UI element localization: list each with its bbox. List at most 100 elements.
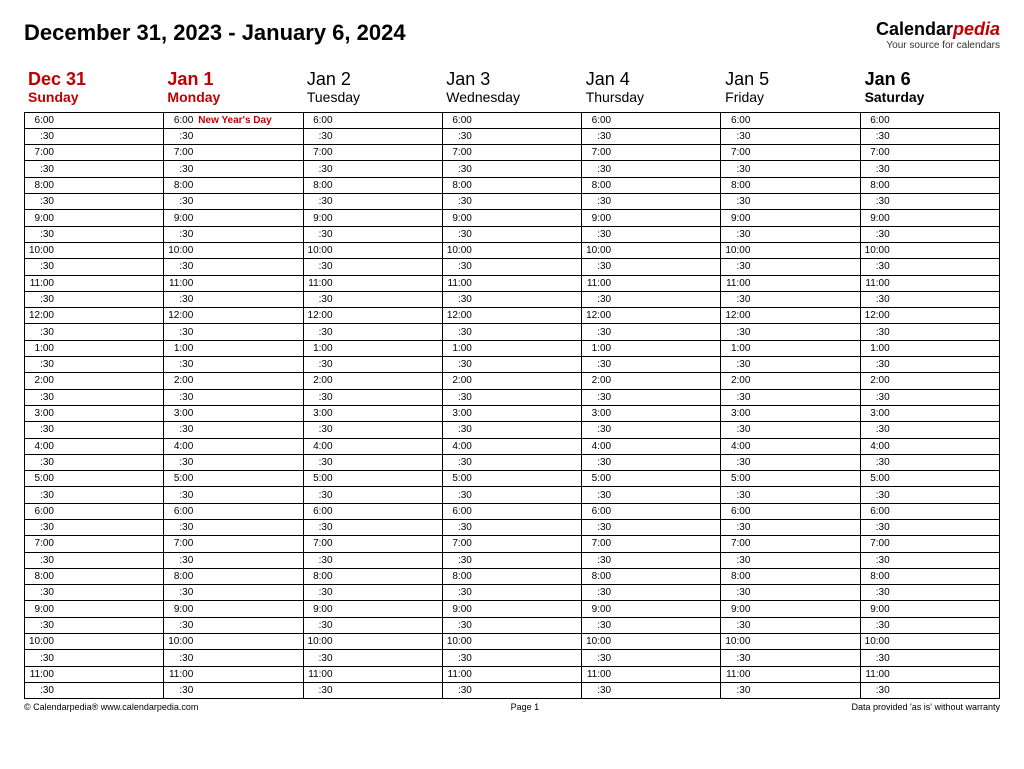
time-cell[interactable]: 7:00 (442, 145, 581, 161)
time-cell[interactable]: :30 (582, 161, 721, 177)
time-cell[interactable]: :30 (25, 194, 164, 210)
time-cell[interactable]: :30 (442, 161, 581, 177)
time-cell[interactable]: :30 (25, 389, 164, 405)
time-cell[interactable]: 11:00 (721, 666, 860, 682)
time-cell[interactable]: :30 (860, 357, 999, 373)
time-cell[interactable]: 11:00 (442, 275, 581, 291)
time-cell[interactable]: :30 (25, 226, 164, 242)
time-cell[interactable]: 8:00 (164, 177, 303, 193)
time-cell[interactable]: 11:00 (303, 275, 442, 291)
time-cell[interactable]: 1:00 (25, 340, 164, 356)
time-cell[interactable]: :30 (860, 552, 999, 568)
time-cell[interactable]: 10:00 (303, 242, 442, 258)
time-cell[interactable]: 10:00 (582, 242, 721, 258)
time-cell[interactable]: :30 (164, 357, 303, 373)
time-cell[interactable]: :30 (582, 324, 721, 340)
time-cell[interactable]: 12:00 (442, 308, 581, 324)
time-cell[interactable]: :30 (582, 291, 721, 307)
time-cell[interactable]: :30 (25, 617, 164, 633)
time-cell[interactable]: :30 (721, 128, 860, 144)
time-cell[interactable]: :30 (582, 389, 721, 405)
time-cell[interactable]: :30 (582, 617, 721, 633)
time-cell[interactable]: :30 (164, 128, 303, 144)
time-cell[interactable]: 8:00 (25, 177, 164, 193)
time-cell[interactable]: 12:00 (721, 308, 860, 324)
time-cell[interactable]: :30 (721, 585, 860, 601)
time-cell[interactable]: :30 (303, 682, 442, 698)
time-cell[interactable]: 5:00 (303, 471, 442, 487)
time-cell[interactable]: 8:00 (164, 568, 303, 584)
time-cell[interactable]: 7:00 (303, 145, 442, 161)
time-cell[interactable]: :30 (164, 259, 303, 275)
time-cell[interactable]: 5:00 (25, 471, 164, 487)
time-cell[interactable]: :30 (164, 226, 303, 242)
time-cell[interactable]: :30 (582, 585, 721, 601)
time-cell[interactable]: 4:00 (25, 438, 164, 454)
time-cell[interactable]: :30 (860, 128, 999, 144)
time-cell[interactable]: :30 (303, 454, 442, 470)
time-cell[interactable]: :30 (442, 389, 581, 405)
time-cell[interactable]: 4:00 (164, 438, 303, 454)
time-cell[interactable]: 3:00 (721, 405, 860, 421)
time-cell[interactable]: :30 (442, 520, 581, 536)
time-cell[interactable]: :30 (860, 226, 999, 242)
time-cell[interactable]: 7:00 (164, 536, 303, 552)
time-cell[interactable]: 11:00 (164, 275, 303, 291)
time-cell[interactable]: 1:00 (164, 340, 303, 356)
time-cell[interactable]: 10:00 (442, 242, 581, 258)
time-cell[interactable]: 9:00 (442, 601, 581, 617)
time-cell[interactable]: 2:00 (860, 373, 999, 389)
time-cell[interactable]: 6:00 (860, 503, 999, 519)
time-cell[interactable]: :30 (582, 259, 721, 275)
time-cell[interactable]: :30 (582, 552, 721, 568)
time-cell[interactable]: :30 (442, 552, 581, 568)
time-cell[interactable]: 7:00 (25, 145, 164, 161)
time-cell[interactable]: :30 (860, 520, 999, 536)
time-cell[interactable]: :30 (303, 422, 442, 438)
time-cell[interactable]: 4:00 (303, 438, 442, 454)
time-cell[interactable]: :30 (164, 422, 303, 438)
time-cell[interactable]: 6:00 (721, 503, 860, 519)
time-cell[interactable]: :30 (442, 324, 581, 340)
time-cell[interactable]: :30 (303, 520, 442, 536)
time-cell[interactable]: 8:00 (25, 568, 164, 584)
time-cell[interactable]: :30 (442, 194, 581, 210)
time-cell[interactable]: :30 (721, 291, 860, 307)
time-cell[interactable]: 1:00 (721, 340, 860, 356)
time-cell[interactable]: :30 (442, 259, 581, 275)
time-cell[interactable]: :30 (25, 487, 164, 503)
time-cell[interactable]: 8:00 (582, 177, 721, 193)
time-cell[interactable]: 6:00New Year's Day (164, 112, 303, 128)
time-cell[interactable]: 10:00 (721, 242, 860, 258)
time-cell[interactable]: 1:00 (442, 340, 581, 356)
time-cell[interactable]: 10:00 (164, 634, 303, 650)
time-cell[interactable]: :30 (303, 161, 442, 177)
time-cell[interactable]: :30 (721, 324, 860, 340)
time-cell[interactable]: 10:00 (303, 634, 442, 650)
time-cell[interactable]: :30 (25, 422, 164, 438)
time-cell[interactable]: :30 (303, 194, 442, 210)
time-cell[interactable]: 11:00 (860, 666, 999, 682)
time-cell[interactable]: 9:00 (25, 601, 164, 617)
time-cell[interactable]: 4:00 (442, 438, 581, 454)
time-cell[interactable]: :30 (164, 617, 303, 633)
time-cell[interactable]: 3:00 (582, 405, 721, 421)
time-cell[interactable]: 8:00 (860, 177, 999, 193)
time-cell[interactable]: 3:00 (164, 405, 303, 421)
time-cell[interactable]: :30 (303, 585, 442, 601)
time-cell[interactable]: 6:00 (582, 112, 721, 128)
time-cell[interactable]: 12:00 (582, 308, 721, 324)
time-cell[interactable]: 5:00 (721, 471, 860, 487)
time-cell[interactable]: :30 (721, 520, 860, 536)
time-cell[interactable]: 5:00 (164, 471, 303, 487)
time-cell[interactable]: 12:00 (25, 308, 164, 324)
time-cell[interactable]: 11:00 (582, 666, 721, 682)
time-cell[interactable]: :30 (442, 291, 581, 307)
time-cell[interactable]: :30 (25, 324, 164, 340)
time-cell[interactable]: 9:00 (303, 601, 442, 617)
time-cell[interactable]: 6:00 (442, 112, 581, 128)
time-cell[interactable]: 7:00 (721, 145, 860, 161)
time-cell[interactable]: 3:00 (303, 405, 442, 421)
time-cell[interactable]: :30 (442, 357, 581, 373)
time-cell[interactable]: 3:00 (860, 405, 999, 421)
